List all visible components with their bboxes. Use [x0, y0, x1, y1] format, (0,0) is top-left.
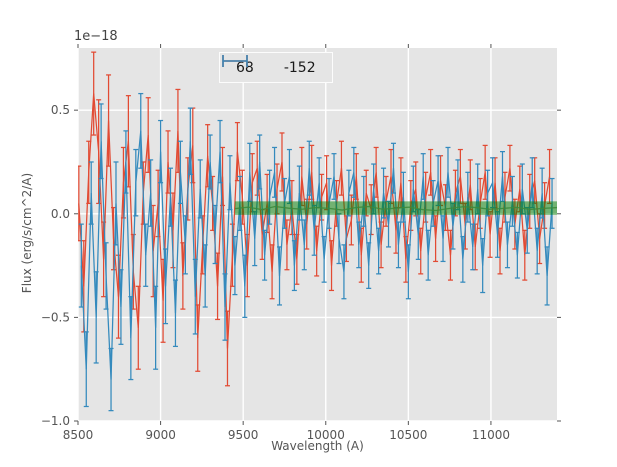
y-tick-label: −1.0	[41, 414, 70, 428]
x-tick-label: 9500	[228, 428, 259, 442]
legend: 68 -152	[219, 52, 333, 83]
y-tick-label: 0.5	[51, 103, 70, 117]
x-tick-label: 10000	[307, 428, 345, 442]
errorbar-marker-blue-icon	[222, 55, 248, 67]
axis-ticks	[74, 44, 561, 425]
x-tick-label: 8500	[63, 428, 94, 442]
x-tick-label: 10500	[389, 428, 427, 442]
legend-entry-minus152: -152	[222, 55, 316, 76]
model-band-line	[234, 205, 557, 212]
series-minus152-errorbars	[78, 92, 555, 412]
data-layer	[78, 51, 557, 412]
legend-label-68: 68	[236, 59, 254, 76]
x-axis-label: Wavelength (A)	[271, 439, 364, 453]
y-tick-label: 0.0	[51, 207, 70, 221]
y-axis-offset-text: 1e−18	[74, 29, 118, 44]
tick-labels: 8500 9000 9500 10000 10500 11000 −1.0 −0.5 0.0 0.…	[41, 103, 510, 442]
y-tick-label: −0.5	[41, 310, 70, 324]
legend-label-minus152: -152	[283, 59, 316, 76]
y-axis-label: Flux (erg/s/cm^2/A)	[20, 172, 34, 294]
x-tick-label: 11000	[472, 428, 510, 442]
x-tick-label: 9000	[145, 428, 176, 442]
